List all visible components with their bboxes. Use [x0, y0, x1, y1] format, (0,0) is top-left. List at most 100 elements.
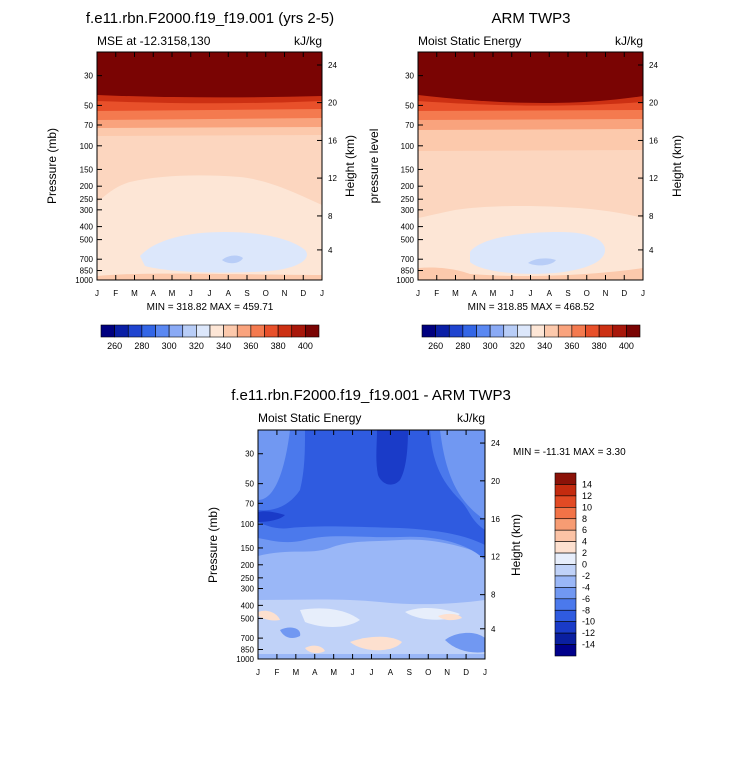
y-right-tick-label: 12	[328, 174, 337, 183]
y-tick-label: 250	[241, 574, 255, 583]
diff-title: f.e11.rbn.F2000.f19_f19.001 - ARM TWP3	[231, 387, 511, 404]
colorbar-label: 14	[582, 479, 592, 489]
x-tick-label: J	[95, 289, 99, 298]
colorbar-swatch	[223, 324, 238, 338]
x-tick-label: J	[641, 289, 645, 298]
colorbar-label: -10	[582, 617, 595, 627]
diff-band-minus10-left	[258, 511, 285, 522]
x-tick-label: A	[547, 289, 553, 298]
colorbar-swatch	[421, 324, 436, 338]
colorbar-label: 280	[455, 341, 470, 351]
y-right-tick-label: 24	[649, 61, 658, 70]
colorbar-swatch	[554, 472, 577, 485]
x-tick-label: D	[463, 668, 469, 677]
x-tick-label: J	[483, 668, 487, 677]
y-tick-label: 30	[245, 450, 254, 459]
x-tick-label: M	[490, 289, 497, 298]
colorbar-swatch	[557, 324, 573, 338]
model-cold-blob	[140, 232, 307, 273]
y-right-tick-label: 24	[328, 61, 337, 70]
colorbar-swatch	[554, 564, 577, 577]
colorbar-swatch	[489, 324, 505, 338]
y-tick-label: 100	[401, 142, 415, 151]
colorbar-label: 4	[582, 537, 587, 547]
diff-contour-field	[258, 430, 485, 659]
y-tick-label: 850	[80, 267, 94, 276]
x-tick-label: A	[312, 668, 318, 677]
colorbar-label: -14	[582, 640, 595, 650]
y-right-tick-label: 4	[491, 625, 496, 634]
colorbar-label: -8	[582, 605, 590, 615]
colorbar-swatch	[155, 324, 170, 338]
colorbar-swatch	[554, 575, 577, 588]
colorbar-swatch	[626, 324, 641, 338]
obs-colorbar: 260 280 300 320 340 360 380 400	[421, 324, 641, 351]
y-tick-label: 850	[241, 645, 255, 654]
y-tick-label: 300	[401, 206, 415, 215]
colorbar-swatch	[196, 324, 211, 338]
colorbar-swatch	[435, 324, 450, 338]
colorbar-swatch	[291, 324, 306, 338]
colorbar-swatch	[168, 324, 184, 338]
colorbar-swatch	[544, 324, 559, 338]
colorbar-swatch	[554, 609, 577, 622]
colorbar-swatch	[182, 324, 197, 338]
model-stats: MIN = 318.82 MAX = 459.71	[147, 302, 274, 313]
x-tick-label: M	[292, 668, 299, 677]
colorbar-label: 340	[537, 341, 552, 351]
x-tick-label: D	[621, 289, 627, 298]
colorbar-label: -6	[582, 594, 590, 604]
obs-subtitle-right: kJ/kg	[615, 34, 643, 48]
colorbar-label: 340	[216, 341, 231, 351]
obs-title: ARM TWP3	[492, 10, 571, 27]
model-colorbar: 260 280 300 320 340 360 380 400	[100, 324, 320, 351]
y-right-tick-label: 8	[328, 212, 333, 221]
y-tick-label: 500	[80, 236, 94, 245]
obs-panel: ARM TWP3 Moist Static Energy kJ/kg press…	[367, 10, 684, 351]
y-tick-label: 400	[241, 601, 255, 610]
x-tick-label: S	[244, 289, 249, 298]
y-right-tick-label: 4	[328, 246, 333, 255]
y-tick-label: 300	[80, 206, 94, 215]
diff-band-plus2-right	[438, 613, 462, 621]
colorbar-swatch	[462, 324, 477, 338]
colorbar-label: 380	[592, 341, 607, 351]
colorbar-swatch	[554, 518, 577, 531]
y-tick-label: 150	[401, 165, 415, 174]
model-ylabel-right: Height (km)	[343, 135, 357, 197]
model-ylabel: Pressure (mb)	[45, 128, 59, 204]
colorbar-label: 2	[582, 548, 587, 558]
diff-subtitle-right: kJ/kg	[457, 411, 485, 425]
diff-band-minus6-lowright	[445, 632, 485, 653]
colorbar-label: 400	[619, 341, 634, 351]
y-right-tick-label: 20	[649, 99, 658, 108]
y-tick-label: 50	[405, 101, 414, 110]
y-tick-label: 250	[80, 195, 94, 204]
colorbar-swatch	[100, 324, 115, 338]
x-tick-label: M	[452, 289, 459, 298]
colorbar-swatch	[554, 541, 577, 554]
colorbar-swatch	[476, 324, 491, 338]
y-right-tick-label: 8	[491, 591, 496, 600]
x-tick-label: J	[416, 289, 420, 298]
y-tick-label: 700	[80, 255, 94, 264]
model-band-410	[97, 52, 322, 98]
colorbar-swatch	[250, 324, 265, 338]
colorbar-label: 300	[483, 341, 498, 351]
y-tick-label: 150	[80, 165, 94, 174]
colorbar-swatch	[448, 324, 464, 338]
colorbar-label: 260	[428, 341, 443, 351]
colorbar-label: 6	[582, 525, 587, 535]
colorbar-swatch	[141, 324, 156, 338]
colorbar-swatch	[305, 324, 320, 338]
colorbar-label: 360	[564, 341, 579, 351]
obs-cold-core	[528, 258, 556, 266]
model-title: f.e11.rbn.F2000.f19_f19.001 (yrs 2-5)	[86, 10, 334, 27]
colorbar-label: 400	[298, 341, 313, 351]
colorbar-label: -2	[582, 571, 590, 581]
colorbar-label: 320	[510, 341, 525, 351]
colorbar-label: 260	[107, 341, 122, 351]
